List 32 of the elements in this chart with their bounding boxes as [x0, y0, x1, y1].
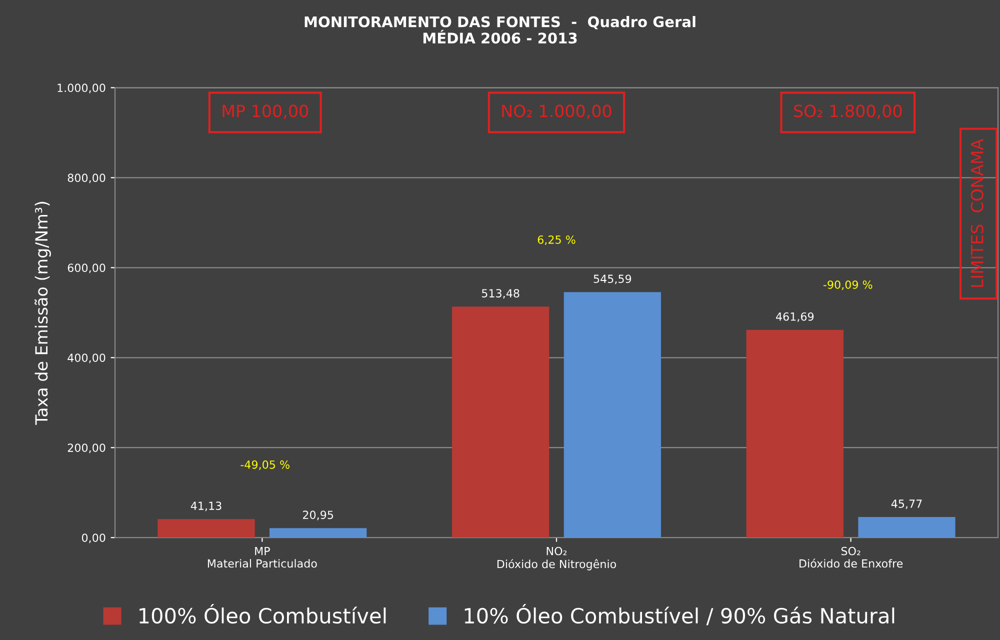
data-label: 45,77: [891, 500, 922, 510]
x-tick-label: SO₂ Dióxido de Enxofre: [800, 546, 903, 568]
bar: [858, 517, 956, 538]
bar: [270, 528, 367, 538]
y-tick-label: 200,00: [68, 444, 106, 454]
bar: [452, 306, 550, 538]
annotation: -90,09 %: [823, 280, 872, 290]
bar: [158, 519, 255, 538]
y-tick-label: 0,00: [82, 534, 106, 544]
legend-label: 10% Óleo Combustível / 90% Gás Natural: [464, 604, 894, 626]
y-tick-label: 1.000,00: [58, 84, 106, 94]
data-label: 461,69: [776, 312, 814, 322]
x-tick-label: NO₂ Dióxido de Nitrogênio: [497, 546, 616, 570]
data-label: 41,13: [190, 502, 222, 512]
chart-title: MONITORAMENTO DAS FONTES - Quadro Geral MÉDIA 2006 - 2013: [304, 16, 696, 44]
data-label: 513,48: [482, 289, 520, 299]
legend-label: 100% Óleo Combustível: [140, 604, 386, 624]
y-tick-label: 600,00: [68, 264, 106, 274]
annotation: -49,05 %: [240, 460, 290, 470]
y-tick-label: 400,00: [68, 354, 106, 364]
y-axis-title: Taxa de Emissão (mg/Nm³): [34, 202, 51, 425]
data-label: 20,95: [303, 510, 334, 520]
annotation: SO₂ 1.800,00: [794, 104, 902, 119]
annotation: MP 100,00: [222, 104, 308, 119]
data-label: 545,59: [594, 274, 632, 284]
annotation: LIMITES CONAMA: [970, 138, 984, 287]
bar: [746, 330, 844, 538]
bar: [564, 292, 661, 538]
annotation: NO₂ 1.000,00: [502, 104, 612, 119]
y-tick-label: 800,00: [68, 174, 106, 184]
x-tick-label: MP Material Particulado: [208, 546, 317, 568]
annotation: 6,25 %: [538, 235, 576, 246]
